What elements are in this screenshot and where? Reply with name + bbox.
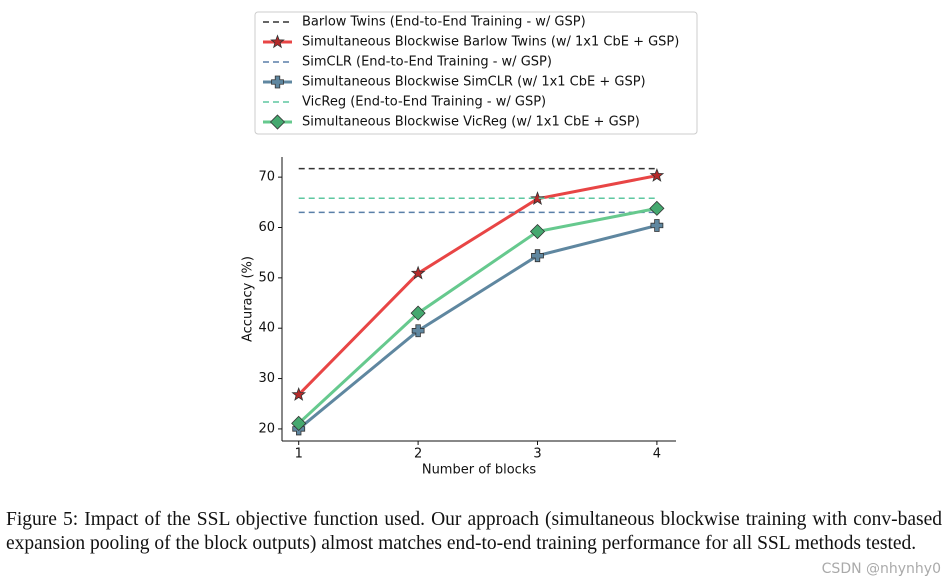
y-axis-label: Accuracy (%) bbox=[241, 256, 256, 342]
chart: Accuracy (%) Number of blocks 20 30 40 50 60… bbox=[241, 11, 698, 478]
y-tick-label: 60 bbox=[258, 220, 275, 235]
y-tick-label: 20 bbox=[258, 421, 275, 436]
series-line bbox=[297, 206, 658, 425]
data-point bbox=[649, 200, 665, 216]
data-point bbox=[529, 223, 546, 240]
legend-marker bbox=[269, 114, 286, 130]
series-line bbox=[297, 224, 658, 431]
x-tick-label: 1 bbox=[295, 447, 303, 462]
data-point bbox=[291, 387, 307, 401]
legend-label: SimCLR (End-to-End Training - w/ GSP) bbox=[302, 55, 552, 70]
data-point bbox=[410, 305, 426, 321]
legend-marker bbox=[270, 34, 285, 49]
data-point bbox=[531, 249, 544, 263]
legend-label: VicReg (End-to-End Training - w/ GSP) bbox=[302, 95, 546, 110]
legend-box bbox=[254, 11, 698, 135]
x-tick-label: 4 bbox=[653, 447, 661, 462]
data-point bbox=[411, 324, 425, 338]
y-tick-label: 30 bbox=[258, 371, 275, 386]
y-tick-label: 70 bbox=[258, 170, 275, 185]
legend-label: Simultaneous Blockwise SimCLR (w/ 1x1 Cb… bbox=[302, 75, 646, 90]
legend-label: Simultaneous Blockwise VicReg (w/ 1x1 Cb… bbox=[302, 115, 640, 130]
watermark: CSDN @nhynhy0 bbox=[821, 561, 941, 577]
data-point bbox=[530, 191, 545, 206]
x-tick-label: 3 bbox=[533, 447, 541, 462]
legend-label: Simultaneous Blockwise Barlow Twins (w/ … bbox=[302, 35, 679, 50]
data-point bbox=[291, 415, 307, 431]
legend-marker bbox=[271, 75, 284, 89]
y-tick-label: 50 bbox=[258, 270, 275, 285]
y-tick-label: 40 bbox=[258, 321, 275, 336]
legend-label: Barlow Twins (End-to-End Training - w/ G… bbox=[302, 15, 586, 30]
data-point bbox=[410, 265, 426, 280]
x-tick-label: 2 bbox=[414, 447, 422, 462]
data-point bbox=[649, 167, 665, 182]
x-axis-label: Number of blocks bbox=[422, 463, 537, 478]
series-line bbox=[297, 174, 658, 396]
data-point bbox=[650, 219, 664, 232]
caption: Figure 5: Impact of the SSL objective fu… bbox=[6, 509, 942, 554]
